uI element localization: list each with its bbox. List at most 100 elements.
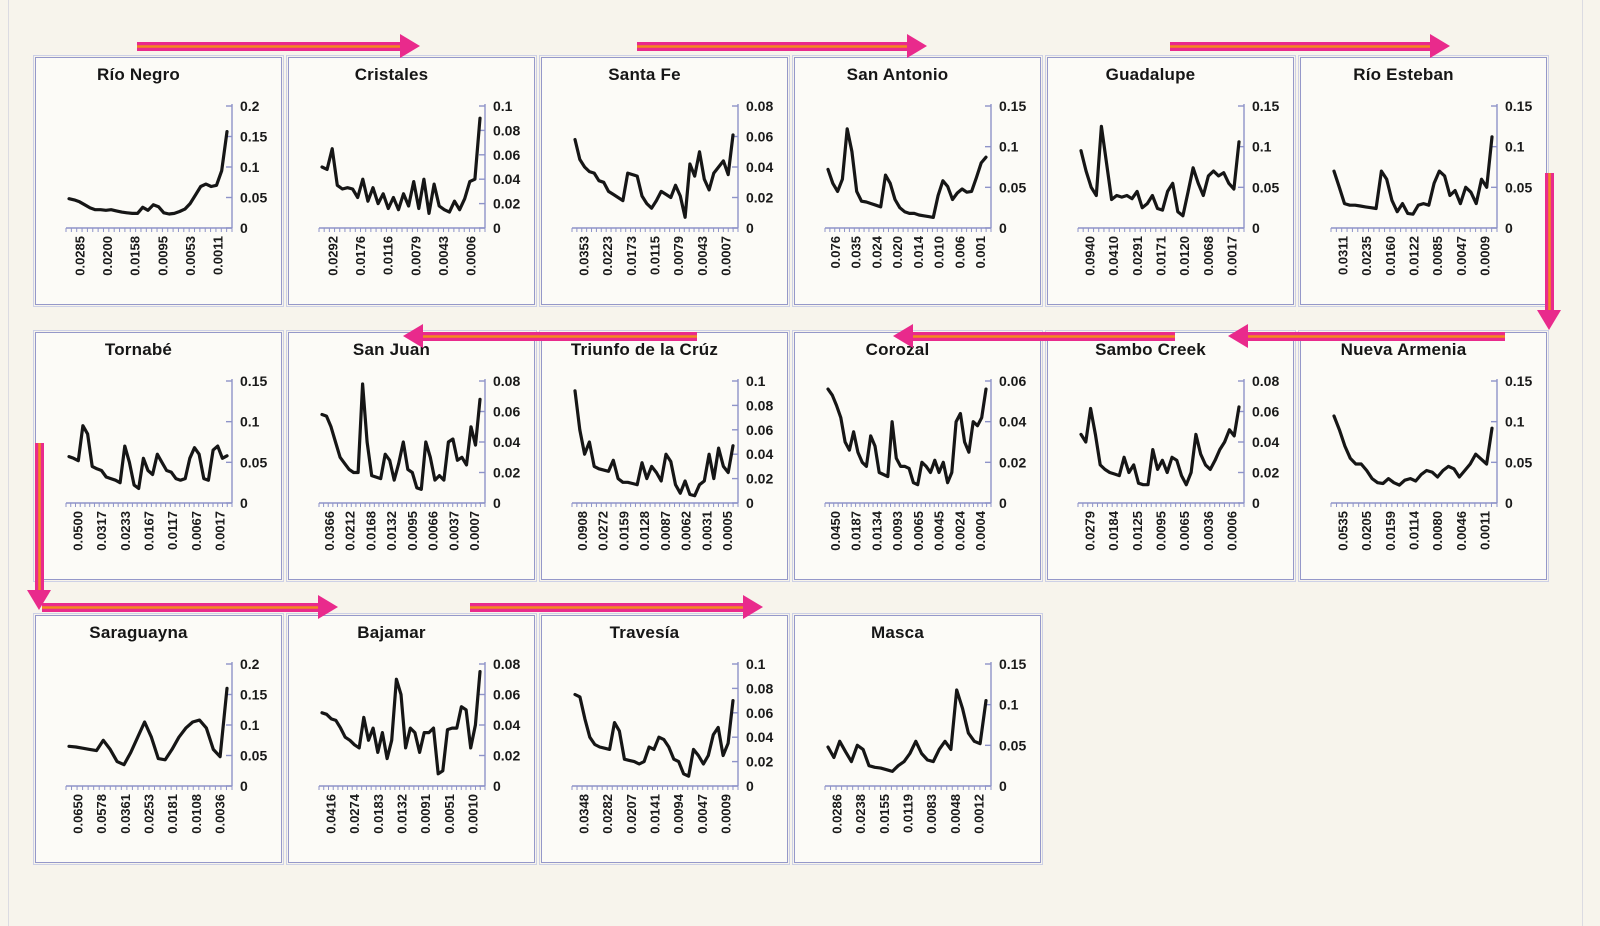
x-axis-tick-label: 0.0007 — [467, 511, 482, 551]
flow-arrow-left — [893, 324, 1175, 348]
y-axis-tick-label: 0.15 — [1252, 98, 1279, 114]
chart-title: San Antonio — [846, 65, 949, 84]
x-axis-tick-label: 0.0045 — [932, 511, 947, 551]
data-series-line — [573, 692, 735, 778]
y-axis-tick-label: 0.1 — [493, 98, 513, 114]
data-series-line — [1079, 405, 1241, 487]
x-axis-tick-label: 0.0091 — [418, 794, 433, 834]
y-axis-tick-label: 0.1 — [999, 697, 1019, 713]
y-axis-tick-label: 0.08 — [493, 122, 520, 138]
x-axis-tick-label: 0.0160 — [1383, 236, 1398, 276]
data-series-line — [320, 116, 482, 215]
chart-title: Sambo Creek — [1095, 340, 1206, 359]
y-axis-tick-label: 0.08 — [493, 656, 520, 672]
x-axis-tick-label: 0.0115 — [648, 236, 663, 275]
x-axis-tick-label: 0.0095 — [1154, 511, 1169, 551]
y-axis-tick-label: 0.08 — [493, 373, 520, 389]
x-axis-tick-label: 0.0173 — [624, 236, 639, 276]
x-axis-tick-label: 0.0311 — [1335, 236, 1350, 275]
x-axis-tick-label: 0.0122 — [1407, 236, 1422, 276]
y-axis-tick-label: 0.04 — [999, 414, 1026, 430]
flow-arrow-left — [403, 324, 697, 348]
x-axis-tick-label: 0.0348 — [576, 794, 591, 834]
y-axis-tick-label: 0.1 — [1505, 139, 1525, 155]
x-axis-tick-label: 0.0317 — [94, 511, 109, 551]
line-chart: 0 0.05 0.1 0.15 0.2 0.0650 0.0578 0.0361 0.0253 0… — [65, 656, 267, 834]
flow-arrow-right — [1170, 34, 1450, 58]
x-axis-tick-label: 0.0067 — [189, 511, 204, 551]
arrowhead-icon — [743, 595, 763, 619]
x-axis-tick-label: 0.0047 — [695, 794, 710, 834]
y-axis-tick-label: 0.06 — [493, 404, 520, 420]
chart-title: Saraguayna — [89, 623, 188, 642]
x-axis-tick-label: 0.0650 — [70, 794, 85, 834]
chart-title: Nueva Armenia — [1340, 340, 1467, 359]
x-axis-tick-label: 0.0031 — [699, 511, 714, 551]
x-axis-tick-label: 0.0068 — [1201, 236, 1216, 276]
x-axis-tick-label: 0.0079 — [408, 236, 423, 276]
data-series-line — [1332, 135, 1494, 216]
y-axis-tick-label: 0.05 — [240, 190, 267, 206]
x-axis-tick-label: 0.0158 — [128, 236, 143, 276]
y-axis-tick-label: 0 — [746, 220, 754, 236]
x-axis-tick-label: 0.0079 — [671, 236, 686, 276]
y-axis-tick-label: 0.1 — [746, 656, 766, 672]
y-axis-tick-label: 0.1 — [746, 373, 766, 389]
x-axis-tick-label: 0.0043 — [695, 236, 710, 276]
chart-title: Cristales — [354, 65, 429, 84]
data-series-line — [67, 129, 229, 216]
x-axis-tick-label: 0.0235 — [1359, 236, 1374, 276]
y-axis-tick-label: 0.04 — [493, 171, 520, 187]
x-axis-tick-label: 0.0051 — [442, 794, 457, 834]
chart-panel: Travesía 0 0.02 0.04 0.06 0.08 0.1 0.0348 0.0282… — [539, 613, 790, 865]
x-axis-tick-label: 0.0043 — [436, 236, 451, 276]
line-chart: 0 0.02 0.04 0.06 0.08 0.0353 0.0223 0.0173 0.011… — [571, 98, 773, 276]
arrowhead-icon — [893, 324, 913, 348]
x-axis-tick-label: 0.0207 — [624, 794, 639, 834]
x-axis-tick-label: 0.0292 — [325, 236, 340, 276]
x-axis-tick-label: 0.0120 — [1177, 236, 1192, 276]
chart-title: Corozal — [865, 340, 930, 359]
chart-title: Río Esteban — [1353, 65, 1454, 84]
arrowhead-icon — [1430, 34, 1450, 58]
line-chart: 0 0.02 0.04 0.06 0.08 0.0279 0.0184 0.0125 0.009… — [1077, 373, 1279, 551]
y-axis-tick-label: 0.05 — [1252, 179, 1279, 195]
x-axis-tick-label: 0.0183 — [371, 794, 386, 834]
line-chart: 0 0.05 0.1 0.15 0.0535 0.0205 0.0159 0.0114 0.00… — [1330, 373, 1532, 551]
data-series-line — [1332, 414, 1494, 487]
y-axis-tick-label: 0.04 — [746, 446, 773, 462]
scan-edge-line — [1582, 0, 1583, 926]
chart-title: Travesía — [609, 623, 680, 642]
x-axis-tick-label: 0.0908 — [575, 511, 590, 551]
chart-panel: Sambo Creek 0 0.02 0.04 0.06 0.08 0.0279 0.0184… — [1045, 330, 1296, 582]
x-axis-tick-label: 0.0274 — [347, 793, 362, 834]
x-axis-tick-label: 0.076 — [828, 236, 843, 269]
y-axis-tick-label: 0.06 — [493, 687, 520, 703]
y-axis-tick-label: 0 — [1505, 495, 1513, 511]
y-axis-tick-label: 0.2 — [240, 98, 260, 114]
x-axis-tick-label: 0.0181 — [165, 794, 180, 834]
chart-panel: Cristales 0 0.02 0.04 0.06 0.08 0.1 0.0292 0.017… — [286, 55, 537, 307]
chart-panel: Santa Fe 0 0.02 0.04 0.06 0.08 0.0353 0.0223 0.0… — [539, 55, 790, 307]
y-axis-tick-label: 0 — [1252, 495, 1260, 511]
y-axis-tick-label: 0 — [240, 495, 248, 511]
arrowhead-icon — [318, 595, 338, 619]
x-axis-tick-label: 0.0036 — [213, 794, 228, 834]
x-axis-tick-label: 0.0535 — [1335, 511, 1350, 551]
flow-arrow-left — [1228, 324, 1505, 348]
y-axis-tick-label: 0 — [240, 778, 248, 794]
y-axis-tick-label: 0.05 — [999, 737, 1026, 753]
x-axis-tick-label: 0.0134 — [869, 510, 884, 551]
flow-arrow-right — [637, 34, 927, 58]
x-axis-tick-label: 0.0171 — [1154, 236, 1169, 276]
x-axis-tick-label: 0.024 — [869, 235, 884, 268]
y-axis-tick-label: 0.08 — [1252, 373, 1279, 389]
x-axis-tick-label: 0.0108 — [189, 794, 204, 834]
x-axis-tick-label: 0.0291 — [1130, 236, 1145, 276]
data-series-line — [826, 688, 988, 773]
chart-panel: Masca 0 0.05 0.1 0.15 0.0286 0.0238 0.0155 0.011… — [792, 613, 1043, 865]
x-axis-tick-label: 0.001 — [973, 236, 988, 269]
x-axis-tick-label: 0.0047 — [1454, 236, 1469, 276]
x-axis-tick-label: 0.0011 — [211, 236, 226, 275]
x-axis-tick-label: 0.0004 — [973, 510, 988, 551]
